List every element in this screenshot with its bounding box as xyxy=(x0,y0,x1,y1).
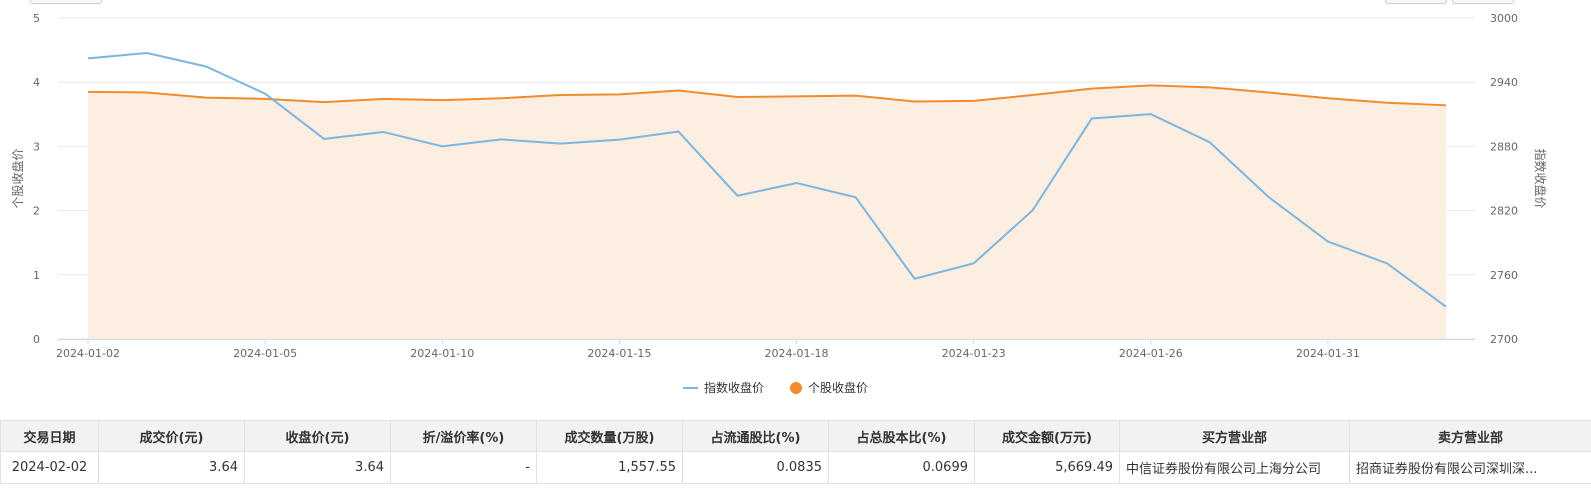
x-tick-label: 2024-01-02 xyxy=(56,347,120,360)
toolbar-button-right-2[interactable] xyxy=(1452,0,1514,4)
block-trade-table: 交易日期 成交价(元) 收盘价(元) 折/溢价率(%) 成交数量(万股) 占流通股比(%)… xyxy=(0,420,1591,484)
y-left-axis-title: 个股收盘价 xyxy=(10,148,25,208)
table-header-cell: 占流通股比(%) xyxy=(682,420,829,452)
y-left-tick-label: 2 xyxy=(33,205,40,218)
legend-stock-symbol xyxy=(790,382,802,394)
line-chart: 0 1 2 3 4 5 2700 2760 2820 2880 2940 3000 2024-01-02… xyxy=(10,12,1548,395)
table-header-row: 交易日期 成交价(元) 收盘价(元) 折/溢价率(%) 成交数量(万股) 占流通股比(%)… xyxy=(0,420,1591,452)
table-header-cell: 占总股本比(%) xyxy=(828,420,975,452)
x-tick-label: 2024-01-26 xyxy=(1119,347,1183,360)
table-header-cell: 买方营业部 xyxy=(1119,420,1350,452)
x-tick-label: 2024-01-23 xyxy=(942,347,1006,360)
table-cell: 0.0835 xyxy=(682,451,829,484)
table-cell: 0.0699 xyxy=(828,451,975,484)
y-left-tick-label: 5 xyxy=(33,12,40,25)
stock-price-line xyxy=(87,84,1447,107)
table-header-cell: 成交数量(万股) xyxy=(536,420,683,452)
legend-stock-label: 个股收盘价 xyxy=(808,380,868,395)
y-right-tick-label: 3000 xyxy=(1490,12,1518,25)
table-row: 2024-02-02 3.64 3.64-1,557.55 0.0835 0.0699 5… xyxy=(0,451,1591,484)
stock-price-area xyxy=(88,85,1446,339)
x-tick-label: 2024-01-15 xyxy=(587,347,651,360)
table-header-cell: 卖方营业部 xyxy=(1349,420,1591,452)
x-tick-label: 2024-01-31 xyxy=(1296,347,1360,360)
toolbar-button-left[interactable] xyxy=(30,0,102,4)
x-tick-label: 2024-01-18 xyxy=(765,347,829,360)
index-price-line xyxy=(87,51,1447,308)
y-left-tick-label: 0 xyxy=(33,333,40,346)
y-right-axis-title: 指数收盘价 xyxy=(1533,148,1548,208)
y-left-tick-label: 1 xyxy=(33,269,40,282)
legend-index-label: 指数收盘价 xyxy=(704,380,764,395)
table-cell: 1,557.55 xyxy=(536,451,683,484)
table-cell: 3.64 xyxy=(244,451,391,484)
table-cell: 5,669.49 xyxy=(974,451,1120,484)
table-cell: - xyxy=(390,451,537,484)
chart-area: 0 1 2 3 4 5 2700 2760 2820 2880 2940 3000 2024-01-02… xyxy=(10,0,1548,395)
y-right-tick-label: 2820 xyxy=(1490,205,1518,218)
table-header-cell: 折/溢价率(%) xyxy=(390,420,537,452)
table-header-cell: 成交价(元) xyxy=(98,420,245,452)
y-right-tick-label: 2940 xyxy=(1490,76,1518,89)
x-tick-label: 2024-01-10 xyxy=(410,347,474,360)
table-header-cell: 交易日期 xyxy=(0,420,99,452)
y-right-tick-label: 2880 xyxy=(1490,140,1518,153)
table-cell: 3.64 xyxy=(98,451,245,484)
table-header-cell: 成交金额(万元) xyxy=(974,420,1120,452)
y-right-tick-label: 2700 xyxy=(1490,333,1518,346)
table-cell: 招商证券股份有限公司深圳深... xyxy=(1349,451,1591,484)
table-header-cell: 收盘价(元) xyxy=(244,420,391,452)
y-left-tick-label: 4 xyxy=(33,76,40,89)
table-cell: 2024-02-02 xyxy=(0,451,99,484)
y-left-tick-label: 3 xyxy=(33,140,40,153)
table-cell: 中信证券股份有限公司上海分公司 xyxy=(1119,451,1350,484)
y-right-tick-label: 2760 xyxy=(1490,269,1518,282)
toolbar-button-right-1[interactable] xyxy=(1385,0,1447,4)
x-tick-label: 2024-01-05 xyxy=(233,347,297,360)
